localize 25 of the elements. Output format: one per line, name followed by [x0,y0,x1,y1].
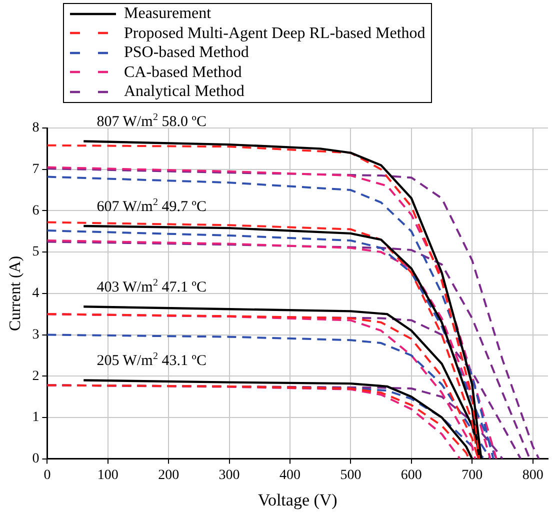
x-tick-label: 600 [400,468,422,483]
x-tick-label: 0 [44,468,51,483]
y-tick-label: 4 [32,286,40,302]
legend-label: PSO-based Method [124,43,249,62]
legend-label: Measurement [124,4,212,24]
x-tick-label: 800 [522,468,544,483]
x-tick-label: 300 [218,468,240,483]
x-tick-label: 400 [280,468,301,483]
x-tick-label: 200 [158,468,180,483]
x-tick-label: 100 [97,468,118,483]
x-tick-label: 700 [462,468,483,483]
y-tick-label: 3 [32,327,40,342]
legend-label: Analytical Method [124,82,244,102]
y-tick-label: 2 [32,368,40,384]
x-tick-label: 500 [340,468,362,483]
y-tick-label: 7 [32,162,40,178]
y-tick-label: 8 [32,120,40,136]
legend-label: Proposed Multi-Agent Deep RL-based Method [124,24,426,43]
y-tick-label: 0 [32,451,40,466]
legend-label: CA-based Method [124,62,242,82]
y-tick-label: 6 [32,203,40,218]
y-axis-title: Current (A) [6,256,24,331]
x-axis-title: Voltage (V) [258,490,338,510]
y-tick-label: 1 [32,410,40,426]
y-tick-label: 5 [32,244,40,260]
